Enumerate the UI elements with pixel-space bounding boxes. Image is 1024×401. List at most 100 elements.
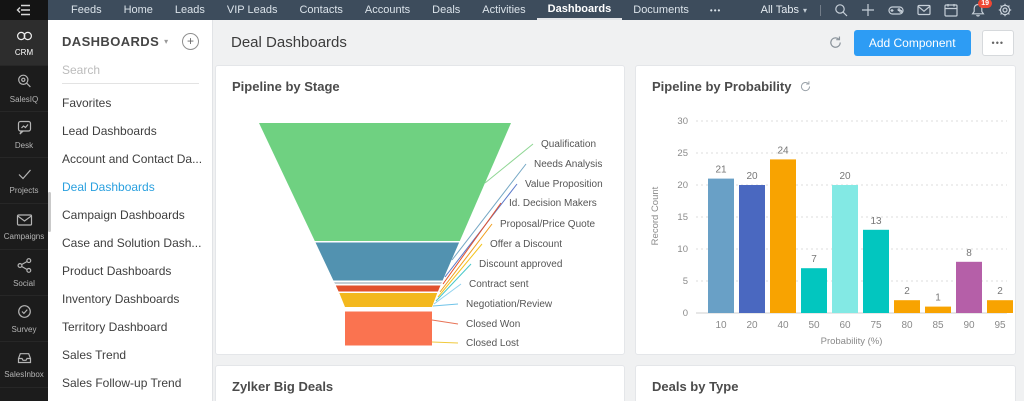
svg-text:Proposal/Price Quote: Proposal/Price Quote [500, 219, 595, 230]
dashboard-item-territory-dashboard[interactable]: Territory Dashboard [62, 320, 168, 334]
svg-text:Value Proposition: Value Proposition [525, 179, 603, 190]
svg-text:Negotiation/Review: Negotiation/Review [466, 299, 553, 310]
more-options-button[interactable]: ••• [981, 29, 1014, 56]
all-tabs-dropdown[interactable]: All Tabs ▾ [761, 4, 807, 16]
sidebar-item-social[interactable]: Social [0, 250, 48, 296]
search-icon[interactable] [834, 3, 848, 17]
pipeline-by-probability-bar-chart: 0 5 10 15 20 25 30 21 10 20 20 24 40 7 50 20 60 13 75 2 80 1 8… [650, 116, 1013, 347]
nav-divider [820, 4, 821, 16]
refresh-icon[interactable] [799, 80, 812, 93]
nav-item-deals[interactable]: Deals [432, 4, 461, 16]
dashboard-item-account-contact-dashboards[interactable]: Account and Contact Da... [62, 152, 203, 166]
dashboard-list: Favorites Lead Dashboards Account and Co… [48, 89, 212, 401]
nav-item-activities[interactable]: Activities [482, 4, 526, 16]
campaigns-icon [16, 213, 33, 229]
svg-text:25: 25 [677, 148, 688, 159]
dashboard-item-inventory-dashboards[interactable]: Inventory Dashboards [62, 292, 180, 306]
sidebar-item-label: CRM [14, 47, 34, 57]
svg-text:75: 75 [870, 320, 882, 331]
svg-text:Offer a Discount: Offer a Discount [490, 239, 562, 250]
survey-icon [16, 303, 33, 322]
primary-tabs: Feeds Home Leads VIP Leads Contacts Acco… [48, 0, 731, 20]
add-component-button[interactable]: Add Component [853, 29, 971, 56]
salesinbox-icon [16, 350, 33, 367]
projects-icon [16, 167, 33, 183]
panel-scrollbar[interactable] [48, 192, 51, 232]
sidebar-item-salesiq[interactable]: SalesIQ [0, 66, 48, 112]
svg-text:50: 50 [808, 320, 820, 331]
dashboard-item-sales-dashboard[interactable]: Sales dashboard [48, 397, 212, 401]
svg-text:20: 20 [677, 180, 688, 191]
add-dashboard-button[interactable]: + [182, 33, 199, 50]
svg-text:Needs Analysis: Needs Analysis [534, 159, 602, 170]
sidebar-item-salesinbox[interactable]: SalesInbox [0, 342, 48, 388]
sidebar-item-crm[interactable]: CRM [0, 20, 48, 66]
svg-text:95: 95 [994, 320, 1006, 331]
refresh-icon[interactable] [828, 35, 843, 50]
svg-text:5: 5 [683, 276, 688, 287]
dashboard-item-deal-dashboards[interactable]: Deal Dashboards [62, 180, 155, 194]
calendar-icon[interactable] [944, 3, 958, 17]
plus-icon[interactable] [861, 3, 875, 17]
notification-badge: 19 [978, 0, 992, 8]
social-icon [16, 257, 33, 276]
dashboard-item-sales-follow-up-trend[interactable]: Sales Follow-up Trend [62, 376, 182, 390]
chevron-down-icon[interactable]: ▾ [164, 37, 169, 46]
sidebar-item-projects[interactable]: Projects [0, 158, 48, 204]
nav-item-accounts[interactable]: Accounts [364, 4, 411, 16]
nav-item-documents[interactable]: Documents [633, 4, 689, 16]
dashboard-search-input[interactable] [62, 56, 199, 84]
sidebar-item-label: Desk [14, 141, 34, 150]
nav-item-vip-leads[interactable]: VIP Leads [226, 4, 278, 16]
nav-item-leads[interactable]: Leads [174, 4, 205, 16]
svg-text:2: 2 [997, 286, 1003, 297]
nav-item-contacts[interactable]: Contacts [299, 4, 343, 16]
svg-text:60: 60 [839, 320, 851, 331]
svg-text:10: 10 [715, 320, 727, 331]
dashboards-panel: DASHBOARDS ▾ + Favorites Lead Dashboards… [48, 20, 213, 401]
pipeline-by-probability-card: Pipeline by Probability 0 5 10 15 20 25 30 21 10… [635, 65, 1016, 355]
svg-text:Contract sent: Contract sent [469, 279, 529, 290]
dashboard-item-case-solution-dashboards[interactable]: Case and Solution Dash... [62, 236, 202, 250]
games-icon[interactable] [888, 3, 904, 17]
top-navigation: Feeds Home Leads VIP Leads Contacts Acco… [0, 0, 1024, 20]
dashboard-item-campaign-dashboards[interactable]: Campaign Dashboards [62, 208, 185, 222]
page-title: Deal Dashboards [231, 34, 347, 51]
menu-collapse-icon[interactable] [0, 0, 48, 20]
sidebar-item-label: Projects [9, 185, 39, 195]
svg-text:Record Count: Record Count [650, 186, 661, 245]
nav-item-home[interactable]: Home [123, 4, 153, 16]
sidebar-item-survey[interactable]: Survey [0, 296, 48, 342]
chevron-down-icon: ▾ [802, 5, 807, 15]
bell-icon[interactable]: 19 [971, 0, 992, 17]
app-switcher-sidebar: CRM SalesIQ Desk Projects Campaigns [0, 20, 48, 401]
pipeline-by-stage-card: Pipeline by Stage Qualification Needs Ana… [215, 65, 625, 355]
svg-text:8: 8 [966, 248, 972, 259]
sidebar-item-label: Campaigns [3, 231, 45, 241]
dashboard-item-lead-dashboards[interactable]: Lead Dashboards [62, 124, 157, 138]
dashboard-item-sales-trend[interactable]: Sales Trend [62, 348, 127, 362]
nav-item-feeds[interactable]: Feeds [71, 4, 102, 16]
dashboard-item-product-dashboards[interactable]: Product Dashboards [62, 264, 172, 278]
card-title: Deals by Type [652, 379, 739, 394]
svg-text:Qualification: Qualification [541, 139, 596, 150]
sidebar-item-label: SalesIQ [9, 95, 39, 104]
svg-text:21: 21 [715, 165, 727, 176]
card-title: Pipeline by Probability [652, 79, 792, 94]
sidebar-item-label: Survey [11, 325, 37, 334]
nav-utilities: All Tabs ▾ 19 [761, 0, 1024, 20]
salesiq-icon [16, 73, 33, 92]
sidebar-item-desk[interactable]: Desk [0, 112, 48, 158]
svg-text:80: 80 [901, 320, 913, 331]
nav-item-dashboards[interactable]: Dashboards [536, 0, 623, 20]
dashboard-item-favorites[interactable]: Favorites [62, 96, 112, 110]
nav-more-tabs-button[interactable]: ••• [709, 5, 722, 15]
svg-text:1: 1 [935, 293, 941, 304]
svg-text:40: 40 [777, 320, 789, 331]
sidebar-item-label: Social [13, 279, 35, 288]
svg-text:15: 15 [677, 212, 688, 223]
mail-icon[interactable] [917, 3, 931, 17]
crm-icon [15, 29, 34, 45]
sidebar-item-campaigns[interactable]: Campaigns [0, 204, 48, 250]
settings-icon[interactable] [998, 3, 1012, 17]
